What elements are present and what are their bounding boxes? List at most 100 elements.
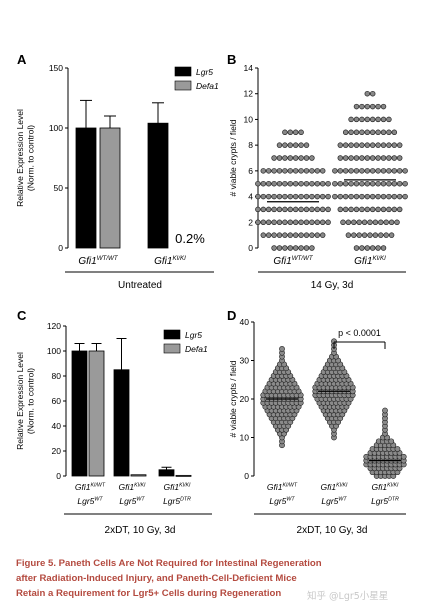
data-point [276,206,283,213]
data-point [369,245,376,251]
data-point [325,219,331,226]
data-point [319,232,326,238]
data-point [271,193,277,200]
y-tick-label: 6 [248,166,253,176]
data-point [314,206,321,213]
data-point [292,155,299,161]
data-point [367,232,373,238]
data-point [351,232,357,238]
data-point [353,142,360,148]
x-category-label: Gfi1KI/WT [267,482,298,492]
data-point [342,168,349,174]
panel-letter: B [227,52,236,67]
x-category-label: Gfi1KI/KI [163,482,191,492]
data-point [319,219,326,226]
data-point [364,245,371,251]
data-point [314,168,321,174]
group-label: Untreated [118,280,162,291]
bar [130,474,147,477]
x-category-label: Gfi1KI/KI [354,255,386,267]
data-point [298,232,304,238]
data-point [378,232,384,238]
legend-label: Defa1 [185,344,208,354]
data-point [337,206,344,213]
data-point [380,103,387,110]
data-point [345,232,352,238]
data-point [287,245,294,251]
data-point [383,232,389,238]
data-point [369,103,376,110]
y-tick-label: 0 [56,471,61,481]
data-point [265,168,272,174]
data-point [309,245,315,251]
data-point [282,219,288,226]
y-axis-label: Relative Expression Level [15,352,25,450]
data-point [287,168,294,174]
data-point [271,155,277,161]
legend-swatch [163,329,181,340]
data-point [380,245,387,251]
y-tick-label: 0 [244,471,249,481]
y-axis-label: # viable crypts / field [228,360,238,437]
data-point [332,168,338,174]
legend-swatch [163,343,181,354]
data-point [386,180,392,187]
data-point [402,193,408,200]
data-point [388,219,395,226]
data-point [303,219,310,226]
data-point [337,180,344,187]
data-point [265,206,272,213]
legend-label: Lgr5 [185,330,202,340]
data-point [276,180,283,187]
data-point [369,142,376,148]
data-point [402,168,408,174]
data-point [386,168,392,174]
data-point [396,142,403,148]
data-point [298,129,304,136]
data-point [348,206,354,213]
data-point [391,193,398,200]
data-point [292,142,299,148]
data-point [386,116,392,123]
data-point [396,155,403,161]
group-label: 2xDT, 10 Gy, 3d [105,525,176,536]
data-point [332,193,338,200]
data-point [287,232,294,238]
data-point [332,180,338,187]
data-point [364,180,371,187]
data-point [287,129,294,136]
data-point [271,206,277,213]
data-point [287,193,294,200]
data-point [369,168,376,174]
data-point [255,219,261,226]
data-point [260,180,267,187]
data-point [386,142,392,148]
data-point [359,180,365,187]
data-point [380,168,387,174]
data-point [298,168,304,174]
data-point [364,116,371,123]
y-tick-label: 20 [240,394,250,404]
data-point [391,155,398,161]
data-point [351,219,357,226]
data-point [359,245,365,251]
y-tick-label: 10 [244,114,254,124]
data-point [271,168,277,174]
data-point [309,206,315,213]
caption-line-2: after Radiation-Induced Injury, and Pane… [16,573,297,584]
data-point [260,206,267,213]
data-point [303,206,310,213]
data-point [396,180,403,187]
x-category-label: Lgr5WT [77,496,103,506]
data-point [282,168,288,174]
data-point [369,155,376,161]
y-tick-label: 2 [248,217,253,227]
data-point [325,180,331,187]
bar [158,469,175,477]
data-point [255,206,261,213]
data-point [325,206,331,213]
data-point [279,346,285,352]
x-category-label: Gfi1WT/WT [78,255,119,267]
data-point [309,168,315,174]
data-point [282,206,288,213]
